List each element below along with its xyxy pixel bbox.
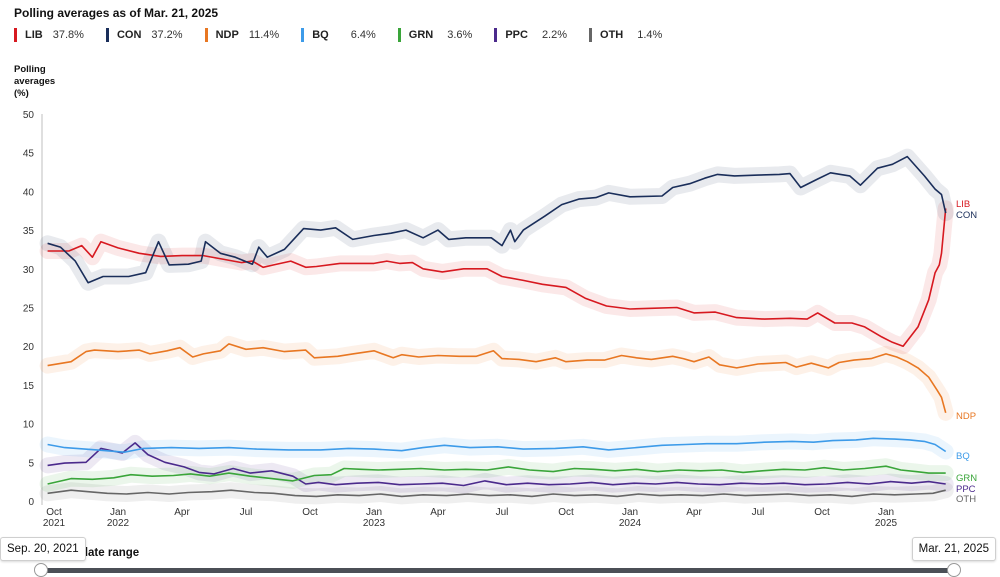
legend-value: 2.2% [541,29,568,41]
legend-code: PPC [505,29,528,41]
series-band-lib [39,200,954,355]
series-end-label-ndp: NDP [956,411,976,422]
series-end-label-oth: OTH [956,494,976,505]
legend-swatch-grn [397,28,401,42]
legend-item-lib[interactable]: LIB 37.8% [14,28,84,42]
series-end-label-lib: LIB [956,199,970,210]
range-end-button[interactable]: Mar. 21, 2025 [911,537,996,561]
legend-value: 3.6% [447,29,473,41]
x-tick-label: Apr [686,507,702,518]
x-tick-label: Oct [558,507,574,518]
legend-item-grn[interactable]: GRN 3.6% [397,28,473,42]
legend-swatch-con [105,28,109,42]
y-tick-label: 40 [23,187,35,198]
y-tick-label: 5 [28,458,34,469]
series-end-label-ppc: PPC [956,484,976,495]
y-axis-title: Polling averages (%) [14,64,74,100]
series-line-ndp [47,343,947,414]
x-tick-label: Jan [110,507,126,518]
legend-code: NDP [215,29,239,41]
legend-swatch-ndp [204,28,208,42]
legend-value: 11.4% [248,29,280,41]
legend-code: OTH [600,29,624,41]
x-tick-label: Jul [240,507,253,518]
x-tick-label: Oct [814,507,830,518]
y-tick-label: 10 [23,420,35,431]
legend-item-ndp[interactable]: NDP 11.4% [204,28,280,42]
y-tick-label: 30 [23,265,35,276]
y-tick-label: 25 [23,304,35,315]
legend-code: LIB [25,29,43,41]
x-tick-year-label: 2024 [619,518,642,529]
legend-code: GRN [408,29,434,41]
y-axis-title-line: (%) [14,88,29,99]
y-axis-title-line: Polling [14,64,46,75]
slider-end-handle[interactable] [947,563,961,577]
y-tick-label: 20 [23,342,35,353]
series-line-bq [47,437,947,453]
legend-swatch-bq [301,28,305,42]
y-tick-label: 15 [23,381,35,392]
x-tick-label: Jan [878,507,894,518]
series-line-ppc [47,442,946,487]
x-tick-label: Apr [430,507,446,518]
legend-code: BQ [312,29,329,41]
legend-value: 37.8% [52,29,84,41]
x-tick-year-label: 2023 [363,518,386,529]
y-tick-label: 35 [23,226,35,237]
series-band-bq [39,430,954,461]
legend-item-ppc[interactable]: PPC 2.2% [494,28,567,42]
series-line-lib [47,208,947,347]
legend-swatch-ppc [494,28,498,42]
series-line-oth [47,489,946,498]
x-tick-year-label: 2022 [107,518,130,529]
legend-item-bq[interactable]: BQ 6.4% [301,28,376,42]
y-tick-label: 50 [23,110,35,121]
y-axis-title-line: averages [14,76,56,87]
legend: LIB 37.8% CON 37.2% NDP 11.4% BQ 6.4% GR… [14,26,684,44]
legend-value: 1.4% [637,29,663,41]
slider-start-handle[interactable] [34,563,48,577]
x-tick-label: Oct [46,507,62,518]
chart-title: Polling averages as of Mar. 21, 2025 [14,6,219,20]
legend-item-con[interactable]: CON 37.2% [105,28,183,42]
date-range-label: date range [81,547,140,559]
range-start-button[interactable]: Sep. 20, 2021 [0,537,86,561]
series-line-grn [47,465,946,485]
x-tick-label: Oct [302,507,318,518]
x-tick-year-label: 2025 [875,518,898,529]
series-end-label-bq: BQ [956,451,970,462]
legend-value: 37.2% [151,29,183,41]
x-tick-year-label: 2021 [43,518,66,529]
x-tick-label: Apr [174,507,190,518]
y-tick-label: 0 [28,497,34,508]
series-line-con [47,155,947,284]
x-tick-label: Jul [752,507,765,518]
x-tick-label: Jan [622,507,638,518]
legend-item-oth[interactable]: OTH 1.4% [589,28,662,42]
y-tick-label: 45 [23,149,35,160]
legend-swatch-oth [589,28,593,42]
legend-value: 6.4% [350,29,376,41]
series-end-label-con: CON [956,210,977,221]
x-tick-label: Jan [366,507,382,518]
legend-swatch-lib [14,28,17,42]
series-end-label-grn: GRN [956,473,977,484]
legend-code: CON [116,29,142,41]
date-range-slider[interactable] [40,568,954,573]
x-tick-label: Jul [496,507,509,518]
